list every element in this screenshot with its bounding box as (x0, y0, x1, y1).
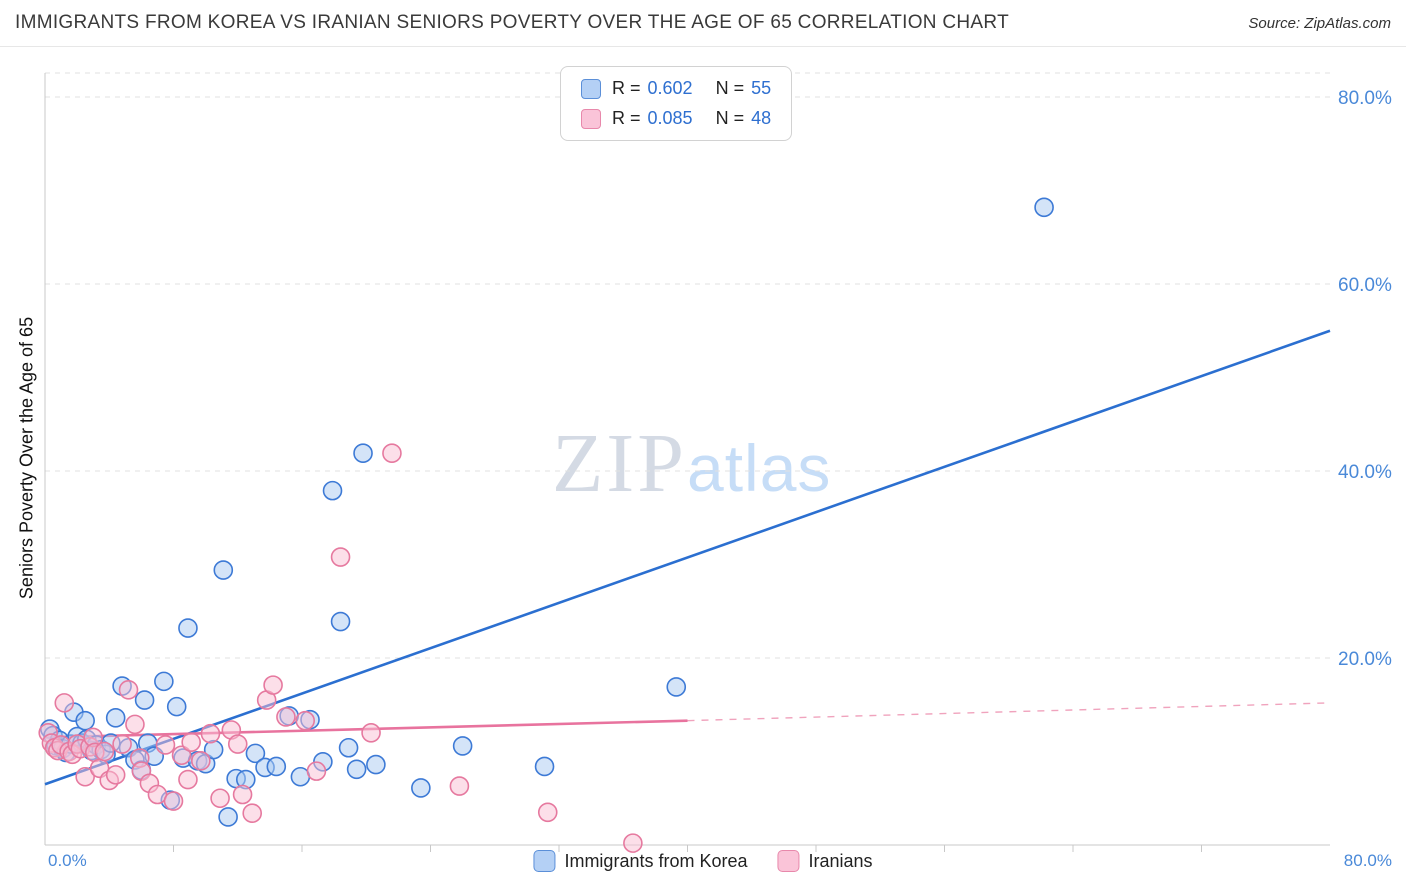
trendline-korea-solid (44, 329, 1331, 786)
point-iranians (227, 734, 248, 754)
point-korea (166, 696, 187, 717)
page-title: IMMIGRANTS FROM KOREA VS IRANIAN SENIORS… (15, 12, 1009, 33)
point-iranians (306, 761, 327, 781)
point-iranians (125, 714, 145, 735)
point-korea (75, 710, 95, 731)
point-iranians (330, 547, 351, 567)
point-korea (353, 443, 373, 464)
stats-legend: R = 0.602 N = 55 R = 0.085 N = 48 (560, 66, 793, 141)
point-iranians (361, 722, 381, 743)
header: IMMIGRANTS FROM KOREA VS IRANIAN SENIORS… (0, 0, 1406, 47)
point-korea (178, 618, 198, 638)
y-tick-label-80: 80.0% (1338, 88, 1392, 109)
point-iranians (118, 679, 139, 700)
point-korea (245, 743, 266, 764)
chart-legend: Immigrants from Korea Iranians (533, 850, 873, 872)
point-iranians (155, 735, 176, 755)
r-value-iranians: 0.085 (647, 108, 693, 128)
source-value: ZipAtlas.com (1304, 14, 1391, 32)
point-korea (666, 677, 687, 697)
point-iranians (295, 710, 316, 731)
point-iranians (171, 745, 192, 766)
point-korea (534, 756, 555, 777)
x-axis-min-label: 0.0% (48, 851, 87, 870)
r-label: R = (612, 108, 641, 128)
point-iranians (276, 707, 296, 727)
iranians-swatch-icon (581, 108, 601, 129)
n-value-iranians: 48 (751, 108, 772, 128)
y-axis-title: Seniors Poverty Over the Age of 65 (16, 316, 37, 600)
iranians-swatch-icon (777, 850, 800, 872)
point-iranians (449, 776, 470, 796)
point-korea (330, 611, 351, 632)
point-iranians (623, 833, 643, 853)
point-korea (411, 778, 431, 798)
point-iranians (382, 443, 402, 464)
point-iranians (94, 741, 115, 762)
y-tick-label-40: 40.0% (1338, 462, 1392, 483)
point-iranians (537, 802, 558, 823)
point-korea (452, 736, 473, 756)
x-axis-max-label: 80.0% (1343, 851, 1392, 870)
legend-item-korea: Immigrants from Korea (533, 850, 748, 872)
r-value-korea: 0.602 (647, 78, 693, 98)
point-iranians (210, 788, 230, 809)
point-iranians (242, 803, 263, 824)
point-iranians (163, 791, 184, 811)
point-iranians (263, 675, 283, 695)
legend-label-korea: Immigrants from Korea (564, 850, 748, 871)
point-iranians (200, 723, 221, 744)
point-korea (266, 756, 287, 777)
stats-row-korea: R = 0.602 N = 55 (581, 78, 771, 99)
r-label: R = (612, 78, 641, 98)
n-value-korea: 55 (751, 78, 772, 98)
y-tick-label-20: 20.0% (1338, 649, 1392, 670)
point-korea (218, 807, 238, 827)
stats-row-iranians: R = 0.085 N = 48 (581, 108, 771, 129)
point-korea (338, 737, 359, 758)
y-tick-label-60: 60.0% (1338, 275, 1392, 296)
point-korea (213, 560, 234, 580)
watermark: ZIPatlas (552, 415, 831, 512)
n-label: N = (715, 108, 745, 128)
point-iranians (232, 784, 253, 805)
point-korea (322, 480, 343, 501)
watermark-zip: ZIP (552, 417, 687, 510)
watermark-atlas: atlas (687, 431, 832, 505)
point-korea (134, 690, 155, 710)
legend-item-iranians: Iranians (777, 850, 873, 872)
korea-swatch-icon (581, 78, 601, 99)
legend-label-iranians: Iranians (808, 850, 873, 871)
point-iranians (105, 765, 126, 785)
point-iranians (191, 751, 211, 771)
point-korea (154, 671, 174, 692)
n-label: N = (715, 78, 745, 98)
source-label: Source: ZipAtlas.com (1248, 15, 1391, 32)
point-iranians (112, 734, 132, 754)
point-iranians (54, 693, 75, 713)
point-iranians (178, 769, 198, 790)
source-prefix: Source: (1248, 14, 1301, 32)
korea-swatch-icon (533, 850, 556, 872)
point-iranians (181, 732, 201, 752)
point-korea (346, 759, 367, 780)
point-korea (1034, 197, 1054, 218)
trendline-iranians-dashed (687, 702, 1331, 722)
point-korea (105, 708, 126, 728)
point-iranians (75, 766, 95, 787)
point-korea (366, 754, 386, 775)
